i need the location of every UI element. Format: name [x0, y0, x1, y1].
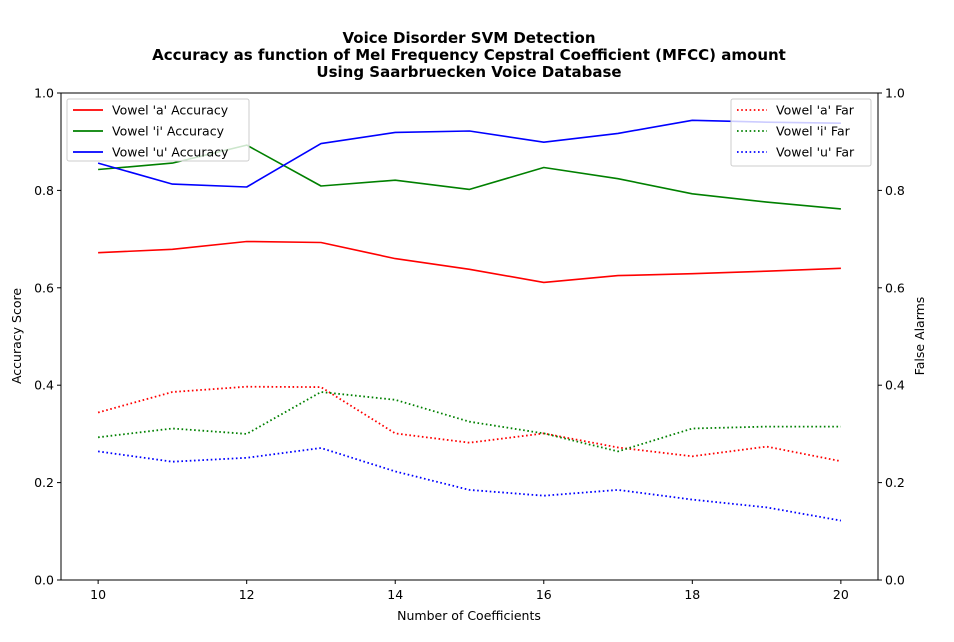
y-right-tick-label: 0.0	[885, 573, 905, 588]
plot-area-frame	[60, 92, 879, 581]
y-left-tick-label: 0.6	[34, 280, 54, 295]
x-tick-label: 20	[833, 587, 849, 602]
legend-label-vowel-i-far: Vowel 'i' Far	[776, 124, 851, 139]
y-right-tick-label: 0.6	[885, 280, 905, 295]
y-left-tick-label: 0.0	[34, 573, 54, 588]
x-tick-label: 10	[90, 587, 106, 602]
y-right-axis-ticks: 0.0 0.2 0.4 0.6 0.8 1.0	[878, 86, 905, 588]
legend-left-box	[66, 98, 250, 162]
chart-title-line-1: Voice Disorder SVM Detection	[343, 29, 596, 47]
chart-title-line-2: Accuracy as function of Mel Frequency Ce…	[152, 46, 786, 64]
y-left-tick-label: 1.0	[34, 86, 54, 101]
legend-right-box	[730, 98, 872, 167]
series-line-vowel-a-accuracy	[98, 240, 841, 284]
series-line-vowel-a-far	[97, 385, 842, 463]
y-left-tick-label: 0.8	[34, 183, 54, 198]
series-line-vowel-i-far	[97, 391, 841, 453]
legend-right: Vowel 'a' Far Vowel 'i' Far Vowel 'u' Far	[730, 98, 872, 167]
series-line-vowel-u-accuracy	[97, 119, 841, 188]
y-left-tick-label: 0.2	[34, 475, 54, 490]
y-left-tick-label: 0.4	[34, 378, 54, 393]
chart-title-line-3: Using Saarbruecken Voice Database	[316, 63, 621, 81]
x-axis-ticks: 10 12 14 16 18 20	[90, 580, 849, 602]
y-right-tick-label: 1.0	[885, 86, 905, 101]
x-tick-label: 14	[387, 587, 403, 602]
y-right-axis-label: False Alarms	[912, 297, 927, 376]
legend-label-vowel-i-accuracy: Vowel 'i' Accuracy	[112, 124, 225, 139]
y-left-axis-ticks: 0.0 0.2 0.4 0.6 0.8 1.0	[34, 86, 61, 588]
legend-label-vowel-u-accuracy: Vowel 'u' Accuracy	[112, 145, 229, 160]
y-right-tick-label: 0.4	[885, 378, 905, 393]
x-axis-label: Number of Coefficients	[397, 608, 541, 623]
y-left-axis-label: Accuracy Score	[9, 288, 24, 384]
x-tick-label: 12	[239, 587, 255, 602]
legend-label-vowel-a-far: Vowel 'a' Far	[776, 103, 855, 118]
legend-label-vowel-a-accuracy: Vowel 'a' Accuracy	[112, 103, 229, 118]
legend-left: Vowel 'a' Accuracy Vowel 'i' Accuracy Vowe…	[66, 98, 250, 162]
legend-label-vowel-u-far: Vowel 'u' Far	[776, 145, 855, 160]
x-tick-label: 18	[684, 587, 700, 602]
y-right-tick-label: 0.2	[885, 475, 905, 490]
x-tick-label: 16	[536, 587, 552, 602]
series-line-vowel-u-far	[97, 447, 842, 522]
y-right-tick-label: 0.8	[885, 183, 905, 198]
